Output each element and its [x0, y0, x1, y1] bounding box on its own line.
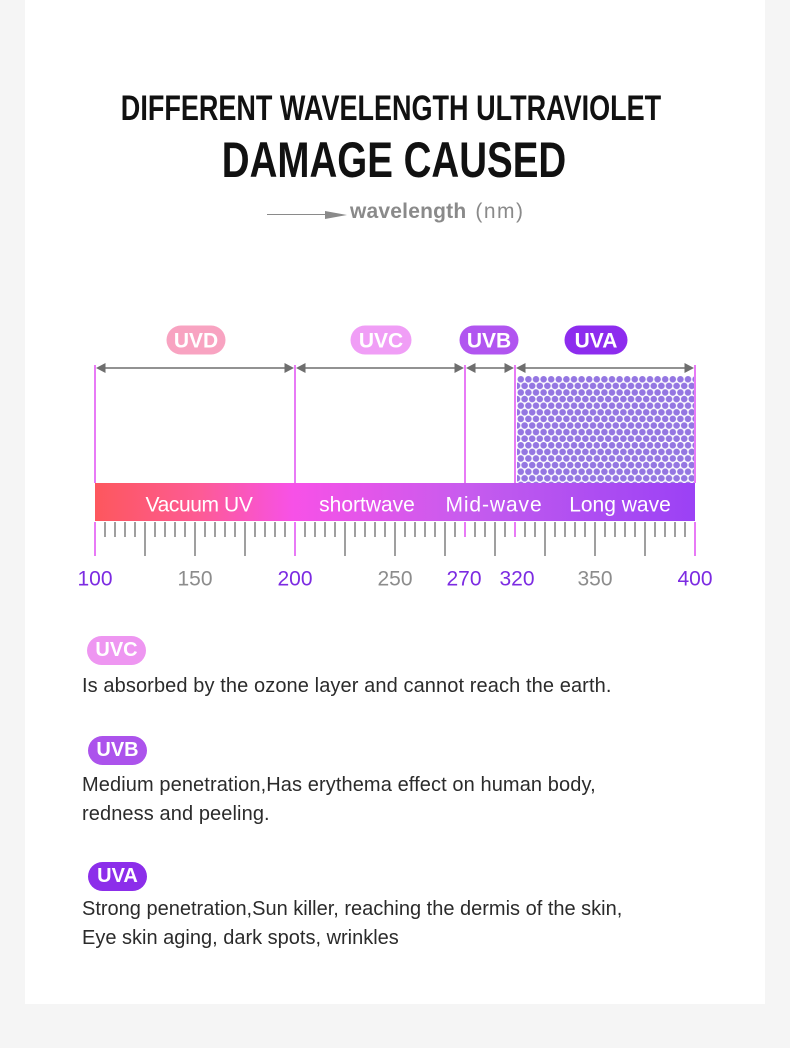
svg-text:Long wave: Long wave [569, 494, 671, 517]
svg-text:200: 200 [277, 568, 312, 591]
svg-text:400: 400 [677, 568, 712, 591]
svg-text:100: 100 [77, 568, 112, 591]
svg-text:150: 150 [177, 568, 212, 591]
svg-text:Vacuum UV: Vacuum UV [146, 494, 253, 517]
svg-text:UVD: UVD [174, 330, 218, 353]
svg-text:270: 270 [446, 568, 481, 591]
svg-text:250: 250 [377, 568, 412, 591]
svg-text:UVA: UVA [575, 330, 618, 353]
svg-text:UVB: UVB [467, 330, 511, 353]
svg-text:UVC: UVC [359, 330, 403, 353]
svg-text:350: 350 [577, 568, 612, 591]
svg-text:Mid-wave: Mid-wave [445, 494, 542, 517]
svg-text:shortwave: shortwave [319, 494, 415, 517]
svg-text:320: 320 [499, 568, 534, 591]
